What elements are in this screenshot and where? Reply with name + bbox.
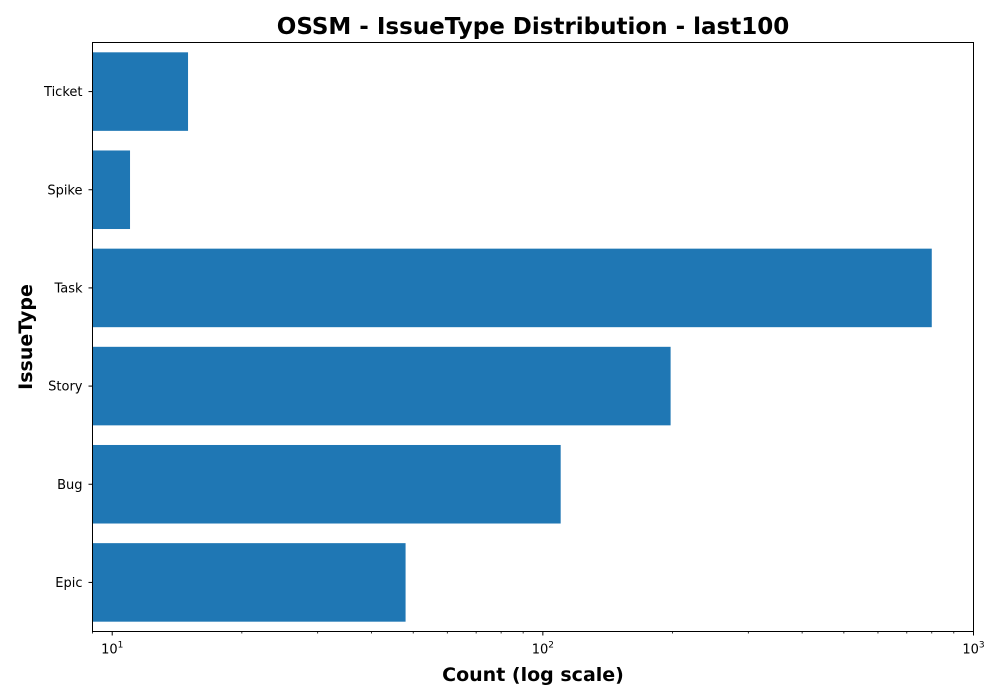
plot-frame bbox=[92, 42, 974, 632]
ticks-layer: Epic Bug Story Task Spike Ticket 101 102 103 bbox=[43, 85, 985, 657]
x-tick-label: 101 bbox=[101, 641, 123, 658]
y-tick-label-task: Task bbox=[53, 281, 83, 296]
x-tick-label: 103 bbox=[962, 641, 984, 658]
bar-bug bbox=[92, 444, 561, 524]
y-tick-label-epic: Epic bbox=[55, 576, 82, 591]
bar-epic bbox=[92, 543, 406, 622]
bar-story bbox=[92, 346, 671, 426]
y-tick-label-ticket: Ticket bbox=[43, 85, 82, 100]
y-tick-label-bug: Bug bbox=[57, 478, 82, 493]
y-tick-label-story: Story bbox=[48, 380, 83, 395]
bar-spike bbox=[92, 150, 131, 230]
y-axis-label: IssueType bbox=[15, 284, 37, 390]
y-tick-label-spike: Spike bbox=[47, 183, 82, 198]
bar-task bbox=[92, 248, 932, 328]
bars-layer bbox=[92, 52, 932, 622]
x-tick-label: 102 bbox=[532, 641, 554, 658]
bar-ticket bbox=[92, 52, 189, 131]
chart-title: OSSM - IssueType Distribution - last100 bbox=[277, 14, 789, 40]
x-axis-label: Count (log scale) bbox=[442, 664, 624, 686]
